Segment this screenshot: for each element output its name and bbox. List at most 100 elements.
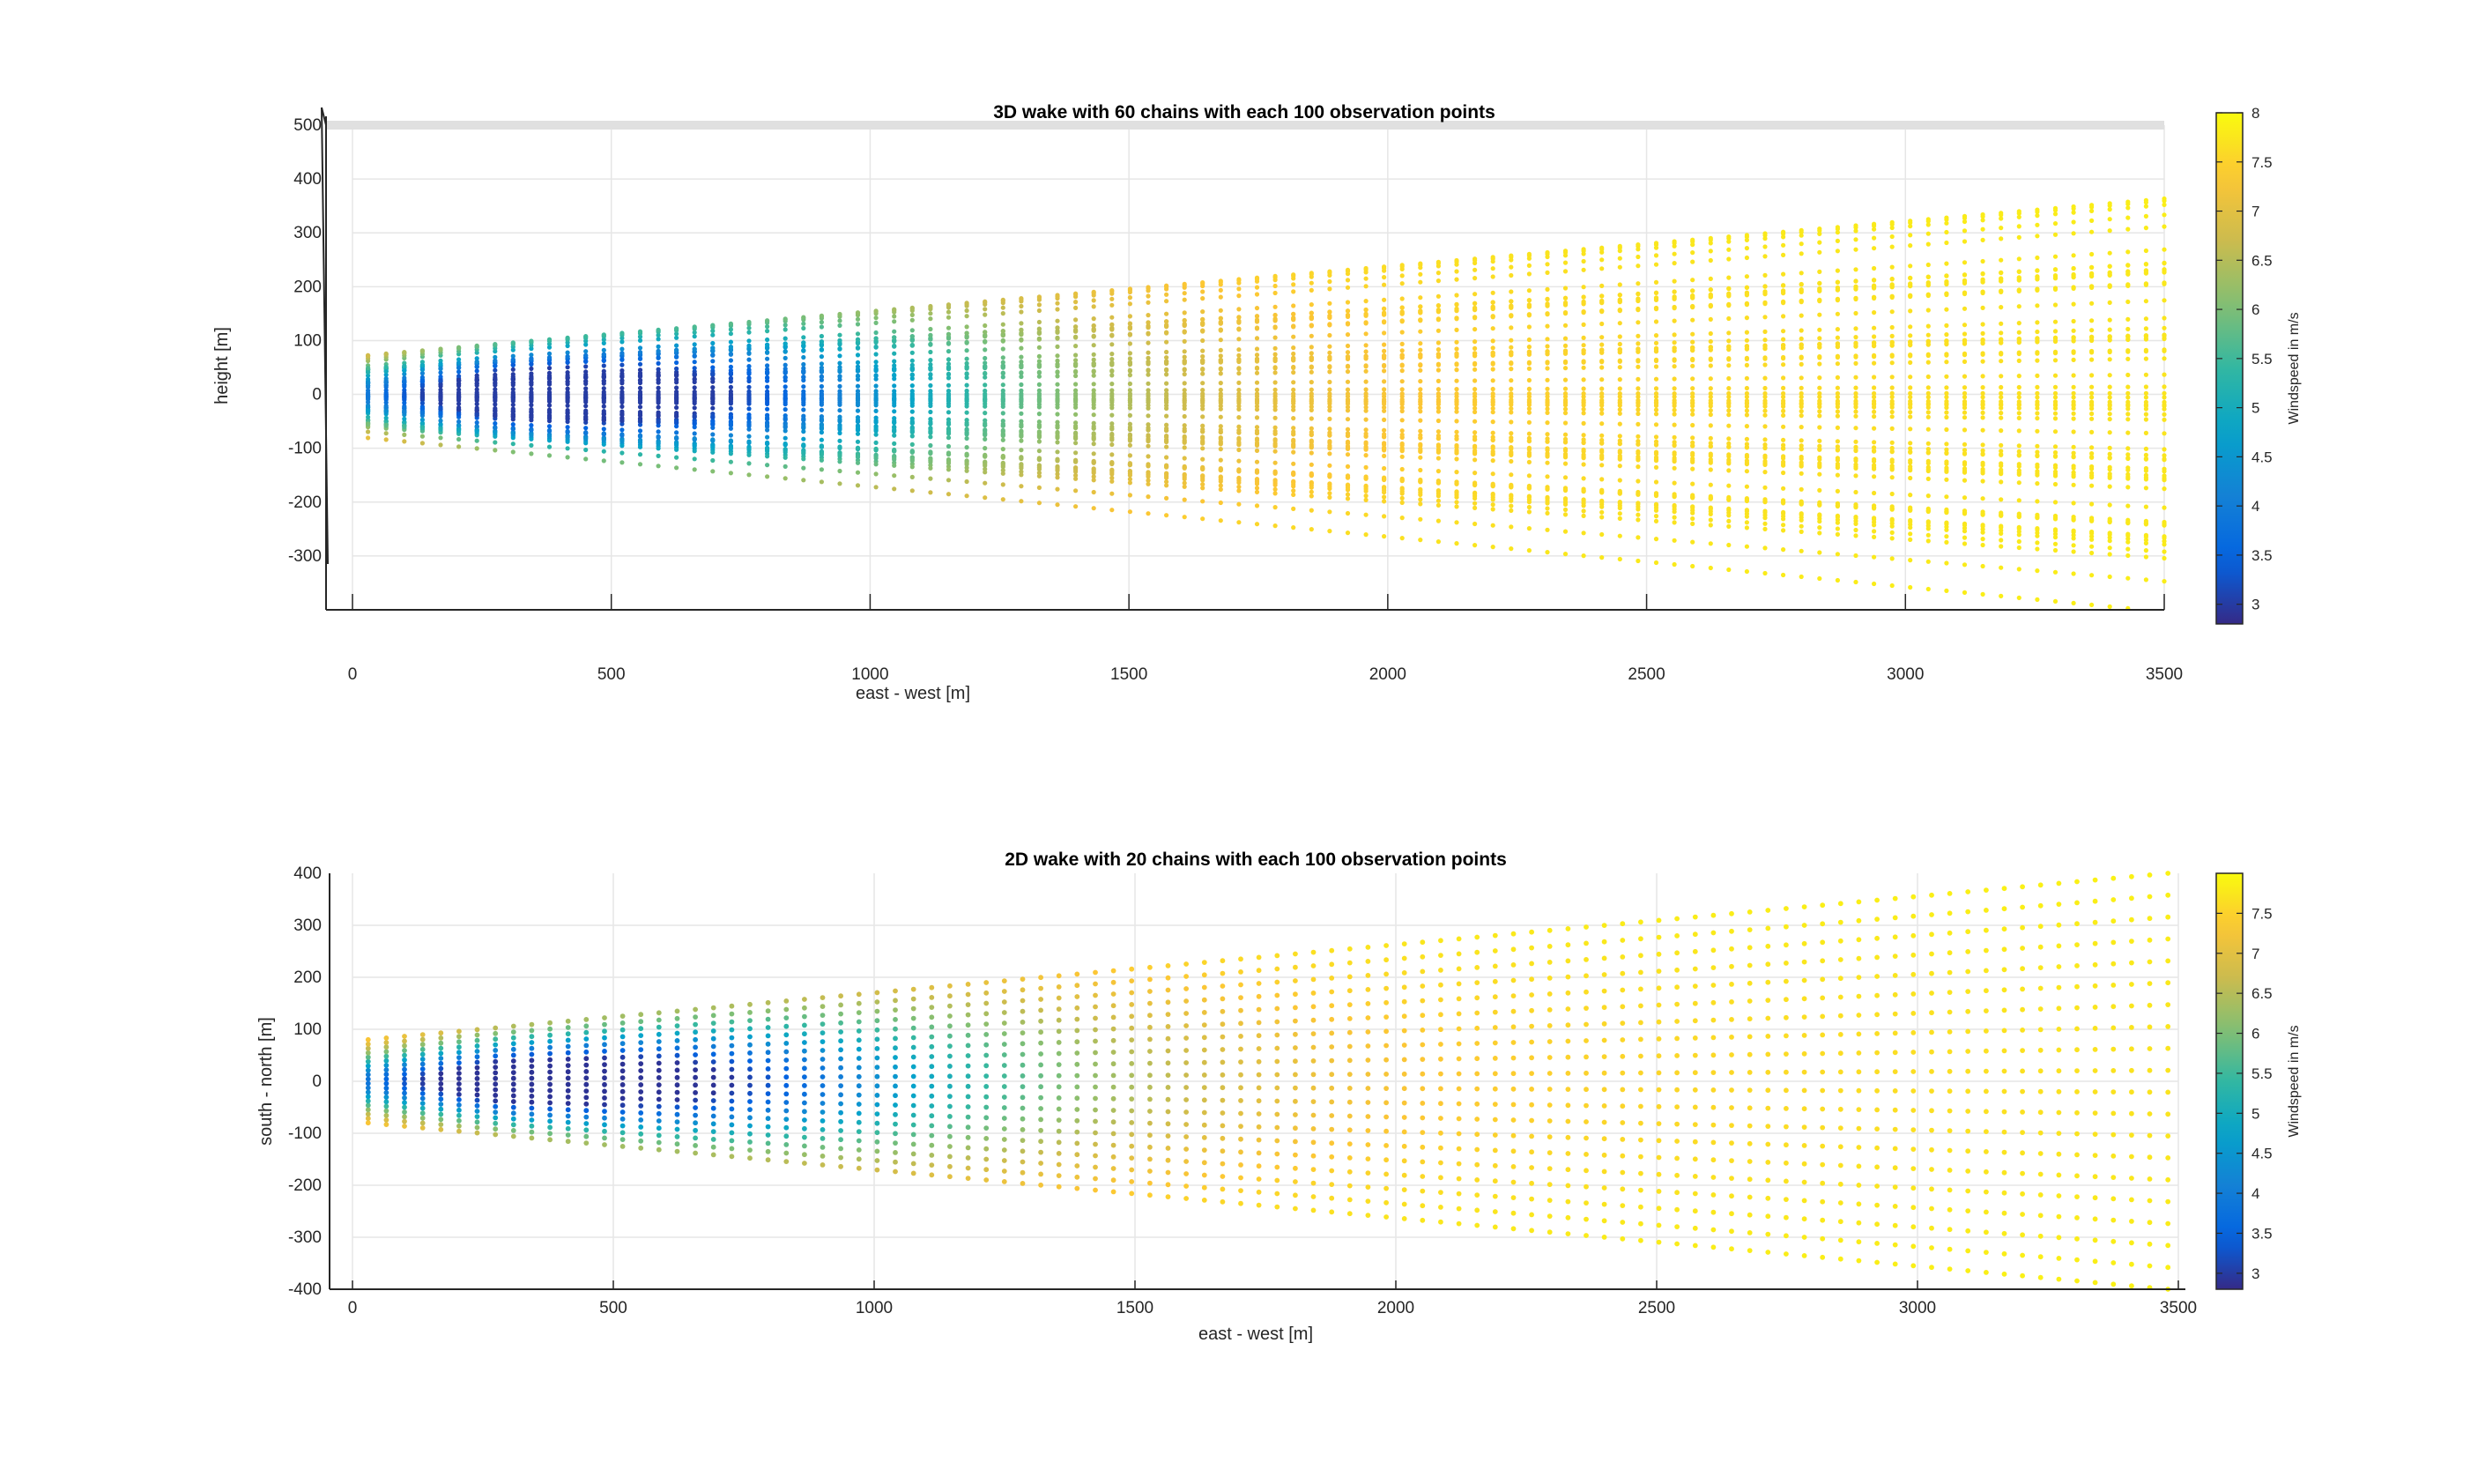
- data-point: [1817, 336, 1822, 341]
- data-point: [1200, 358, 1205, 363]
- data-point: [1363, 444, 1369, 449]
- data-point: [964, 388, 969, 394]
- data-point: [2016, 595, 2021, 601]
- data-point: [529, 423, 534, 428]
- data-point: [1744, 436, 1749, 441]
- data-point: [1853, 579, 1858, 585]
- data-point: [1853, 409, 1858, 414]
- data-point: [2125, 519, 2131, 525]
- data-point: [1672, 318, 1677, 323]
- data-point: [892, 359, 897, 364]
- data-point: [1363, 488, 1369, 493]
- data-point: [1581, 420, 1586, 426]
- data-point: [1617, 490, 1622, 495]
- data-point: [1218, 500, 1223, 506]
- data-point: [2162, 542, 2167, 547]
- data-point: [1581, 348, 1586, 353]
- data-point: [1327, 463, 1332, 468]
- data-point: [1925, 414, 1931, 419]
- data-point: [1454, 346, 1459, 352]
- data-point: [1980, 410, 1985, 415]
- data-point: [1363, 394, 1369, 399]
- data-point: [1980, 496, 1985, 501]
- data-point: [1925, 586, 1931, 592]
- data-point: [1817, 375, 1822, 381]
- data-point: [1182, 515, 1187, 520]
- data-point: [1509, 508, 1514, 514]
- data-point: [1545, 394, 1550, 399]
- data-point: [1599, 335, 1605, 340]
- data-point: [2052, 481, 2058, 487]
- data-point: [1672, 480, 1677, 486]
- data-point: [1653, 493, 1659, 498]
- data-point: [1889, 445, 1895, 451]
- data-point: [1853, 521, 1858, 527]
- data-point: [1999, 565, 2004, 570]
- data-point: [1399, 330, 1405, 335]
- data-point: [765, 406, 770, 412]
- data-point: [1399, 428, 1405, 434]
- data-point: [1781, 442, 1786, 448]
- data-point: [1345, 387, 1351, 392]
- data-point: [1781, 523, 1786, 528]
- data-point: [2052, 395, 2058, 400]
- data-point: [909, 372, 915, 377]
- data-point: [1490, 507, 1495, 512]
- data-point: [1036, 422, 1042, 427]
- data-point: [656, 453, 661, 459]
- data-point: [746, 375, 752, 381]
- data-point: [2107, 545, 2112, 551]
- data-point: [692, 390, 697, 395]
- data-point: [819, 389, 825, 394]
- data-point: [1291, 416, 1296, 421]
- data-point: [1127, 381, 1132, 387]
- data-point: [1726, 394, 1732, 399]
- data-point: [619, 404, 625, 409]
- data-point: [1164, 455, 1169, 460]
- data-point: [1781, 375, 1786, 381]
- data-point: [1708, 408, 1713, 413]
- data-point: [2107, 348, 2112, 353]
- data-point: [1036, 382, 1042, 387]
- data-point: [1744, 497, 1749, 503]
- data-point: [837, 367, 842, 373]
- data-point: [1925, 532, 1931, 538]
- data-point: [2071, 411, 2076, 416]
- data-point: [2089, 384, 2095, 390]
- data-point: [728, 439, 734, 444]
- data-point: [1182, 413, 1187, 419]
- data-point: [1382, 499, 1387, 504]
- data-point: [1000, 346, 1005, 352]
- data-point: [1581, 322, 1586, 327]
- data-point: [1653, 394, 1659, 399]
- data-point: [1435, 418, 1441, 424]
- data-point: [601, 441, 606, 447]
- data-point: [1000, 375, 1005, 380]
- data-point: [1345, 343, 1351, 349]
- data-point: [1218, 393, 1223, 399]
- data-point: [692, 467, 697, 472]
- data-point: [2016, 304, 2021, 309]
- data-point: [928, 349, 933, 355]
- data-point: [1345, 531, 1351, 536]
- data-point: [1000, 388, 1005, 393]
- data-point: [1509, 431, 1514, 436]
- data-point: [1146, 481, 1151, 486]
- data-point: [1345, 394, 1351, 399]
- data-point: [637, 444, 643, 449]
- data-point: [583, 410, 589, 415]
- data-point: [1599, 449, 1605, 455]
- data-point: [1617, 358, 1622, 363]
- data-point: [1653, 376, 1659, 382]
- data-point: [1980, 338, 1985, 343]
- data-point: [983, 453, 988, 459]
- data-point: [1781, 408, 1786, 413]
- data-point: [474, 407, 479, 412]
- data-point: [546, 414, 553, 420]
- data-point: [746, 447, 752, 453]
- data-point: [1000, 482, 1005, 487]
- data-point: [1980, 359, 1985, 364]
- data-point: [855, 389, 861, 394]
- data-point: [1581, 343, 1586, 348]
- data-point: [964, 375, 969, 381]
